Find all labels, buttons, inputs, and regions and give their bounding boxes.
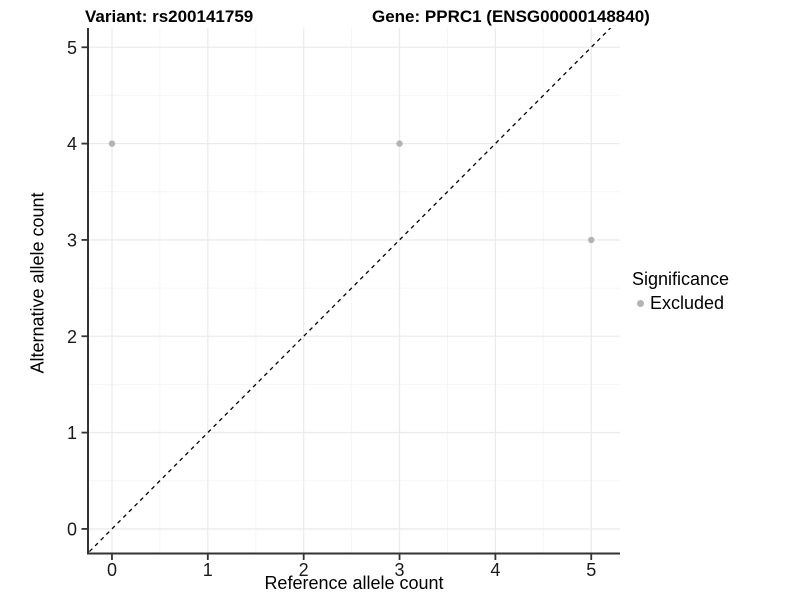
x-tick-label: 0 — [107, 560, 117, 580]
axis-lines — [87, 28, 620, 555]
y-tick-label: 2 — [67, 327, 77, 347]
data-points — [108, 140, 595, 244]
y-tick-label: 1 — [67, 423, 77, 443]
data-point — [588, 236, 595, 244]
data-point — [396, 140, 403, 147]
y-tick-label: 4 — [67, 134, 77, 154]
y-tick-label: 0 — [67, 519, 77, 539]
axis-ticks: 0 1 2 3 4 5 0 1 2 3 4 5 — [67, 38, 596, 580]
grid-lines — [88, 28, 620, 553]
x-tick-label: 3 — [395, 560, 405, 580]
legend: Significance Excluded — [632, 269, 729, 314]
y-tick-label: 5 — [67, 38, 77, 58]
x-tick-label: 5 — [586, 560, 596, 580]
legend-title: Significance — [632, 269, 730, 289]
excluded-point-icon — [637, 300, 644, 307]
identity-line — [88, 28, 612, 553]
x-axis-title: Reference allele count — [264, 573, 444, 593]
x-tick-label: 1 — [203, 560, 213, 580]
y-axis-title: Alternative allele count — [27, 192, 48, 374]
y-tick-label: 3 — [67, 230, 77, 250]
legend-item-label: Excluded — [650, 293, 725, 313]
plot-title-gene: Gene: PPRC1 (ENSG00000148840) — [372, 7, 650, 26]
plot-title-variant: Variant: rs200141759 — [85, 7, 254, 26]
legend-item-excluded: Excluded — [632, 293, 729, 314]
data-point — [108, 140, 116, 147]
x-tick-label: 4 — [490, 560, 500, 580]
x-tick-label: 2 — [299, 560, 309, 580]
